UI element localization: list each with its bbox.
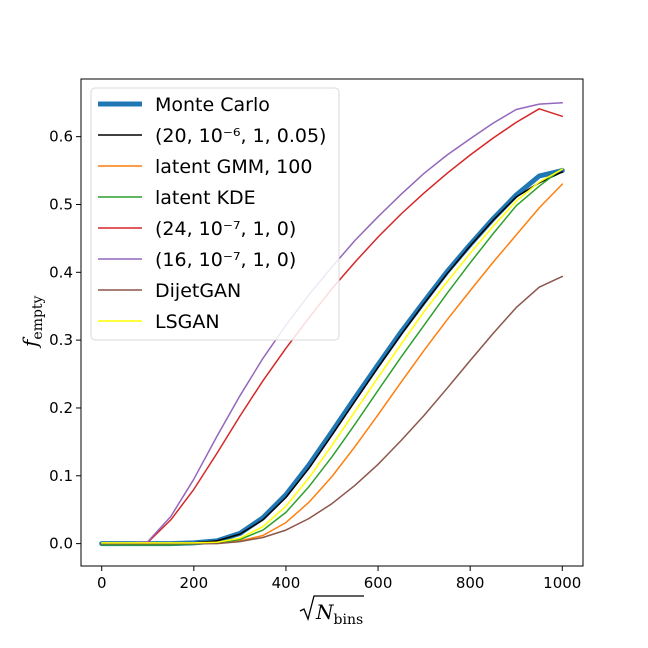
y-tick-label-3: 0.3 [49,331,73,349]
y-tick-label-1: 0.1 [49,467,73,485]
legend-label-7: LSGAN [155,311,220,333]
y-tick-label-0: 0.0 [49,535,73,553]
series-line-7 [100,168,564,544]
x-tick-label-4: 800 [456,574,485,592]
legend: Monte Carlo (20, 10⁻⁶, 1, 0.05) latent GMM… [90,87,340,341]
y-tick-label-6: 0.6 [49,128,73,146]
svg-text:Nbins: Nbins [315,600,363,628]
x-tick-label-0: 0 [97,574,107,592]
y-tick-label-5: 0.5 [49,195,73,213]
x-axis-label-main: N [315,600,335,624]
legend-label-5: (16, 10⁻⁷, 1, 0) [155,249,296,271]
legend-label-4: (24, 10⁻⁷, 1, 0) [155,218,296,240]
ticks-layer: 0 200 400 600 800 1000 0.0 0.1 0.2 0.3 0.4 0.5 0.6 [49,128,581,592]
x-tick-label-5: 1000 [543,574,581,592]
legend-frame [90,87,340,341]
legend-label-0: Monte Carlo [155,94,270,116]
y-tick-label-4: 0.4 [49,263,73,281]
sqrt-symbol [299,595,364,622]
legend-label-1: (20, 10⁻⁶, 1, 0.05) [155,125,326,147]
x-tick-label-2: 400 [272,574,301,592]
legend-label-2: latent GMM, 100 [155,156,312,178]
y-axis-label-sub: empty [30,295,46,339]
legend-label-6: DijetGAN [155,280,241,302]
x-axis-label-sub: bins [334,612,364,628]
x-axis-label: Nbins [299,595,364,628]
legend-label-3: latent KDE [155,187,256,209]
x-tick-label-1: 200 [180,574,209,592]
plot-frame [80,78,584,567]
x-tick-label-3: 600 [364,574,393,592]
y-tick-label-2: 0.2 [49,399,73,417]
series-line-3 [100,167,564,546]
